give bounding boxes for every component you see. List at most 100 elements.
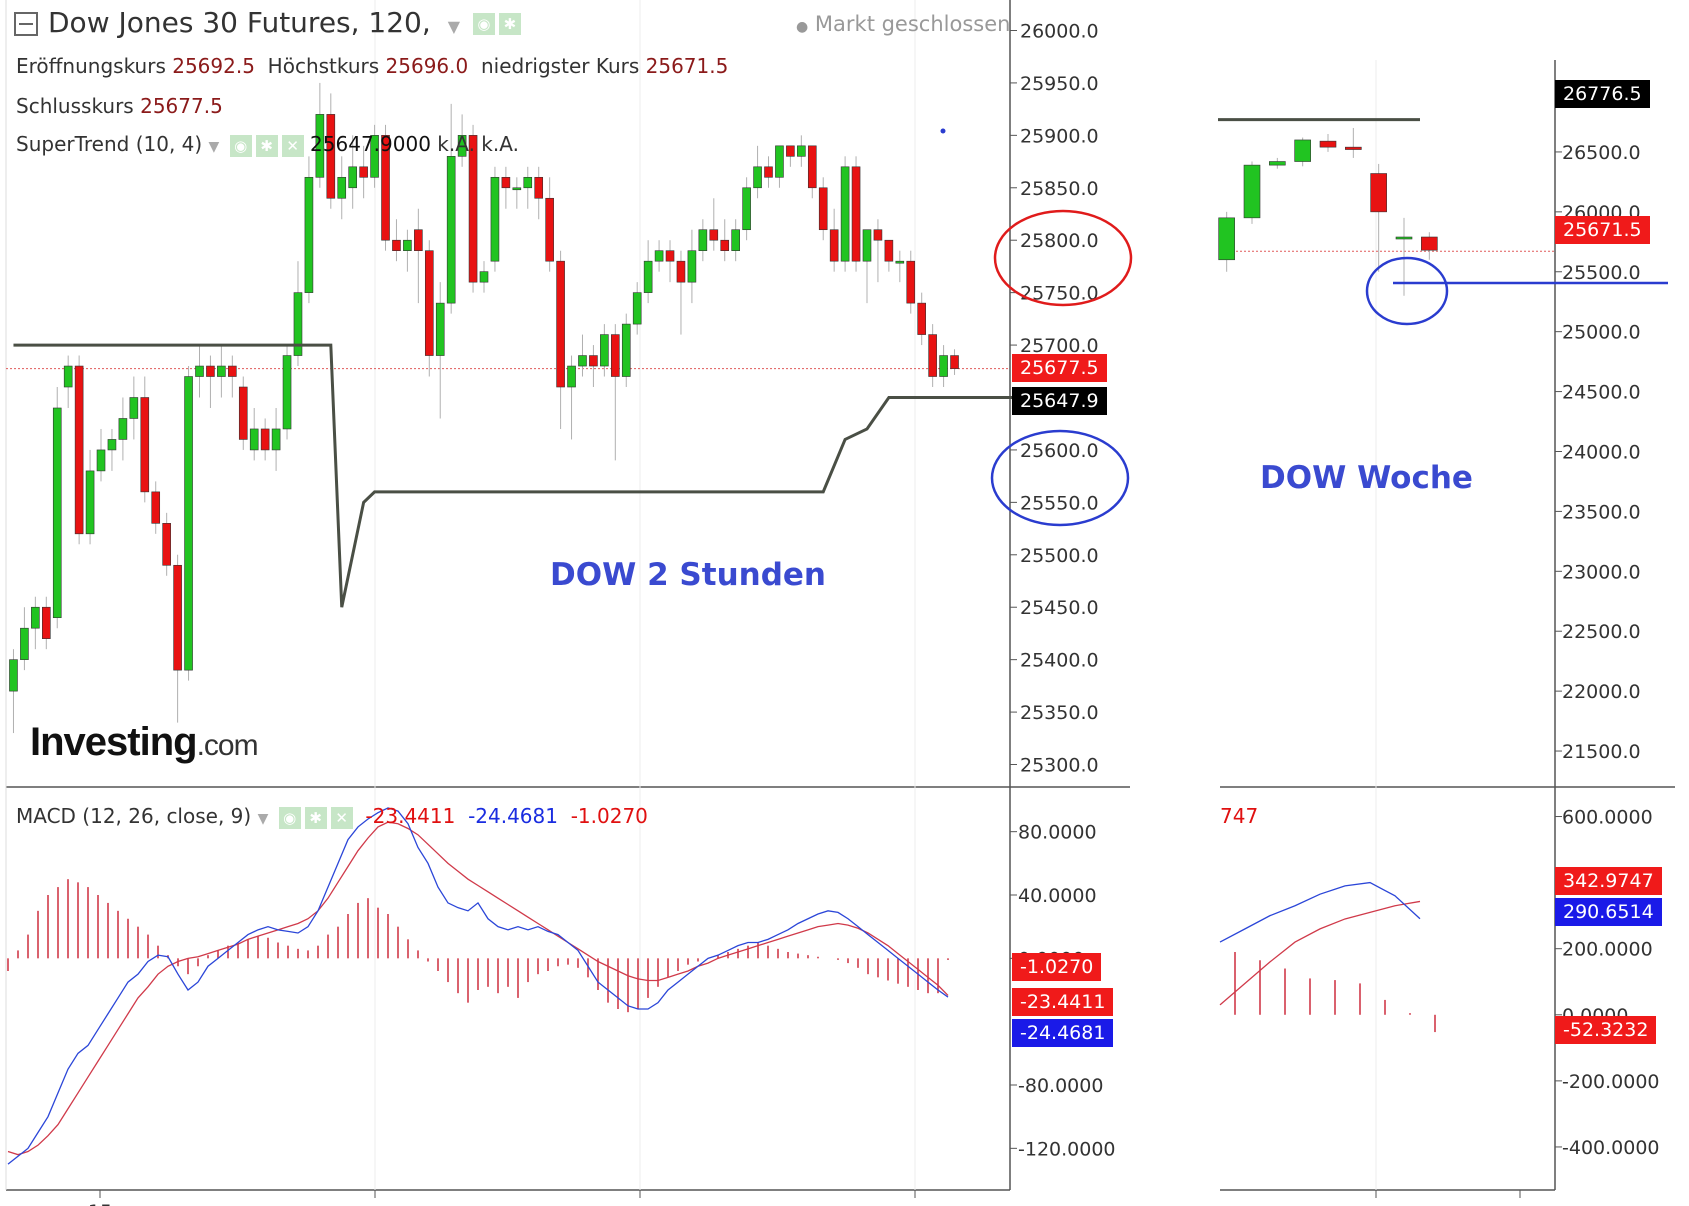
investing-logo: Investing.com (30, 720, 259, 765)
week-last-tag: 25671.5 (1555, 216, 1650, 244)
week-candle (1319, 140, 1337, 148)
gear-icon[interactable]: ✱ (498, 13, 521, 35)
main-candle (731, 229, 740, 251)
main-price-tick-label: 25900.0 (1020, 125, 1099, 147)
close-value: 25677.5 (140, 94, 223, 118)
annotation-circle-week (1365, 256, 1449, 326)
week-price-tick-label: 26500.0 (1562, 142, 1641, 164)
main-candle (217, 365, 226, 377)
main-candle (939, 355, 948, 377)
main-candle (381, 135, 390, 241)
main-price-tick-label: 25850.0 (1020, 178, 1099, 200)
market-status-text: Markt geschlossen (814, 12, 1011, 36)
main-candle (687, 250, 697, 283)
collapse-icon[interactable] (14, 12, 38, 36)
supertrend-polyline (13, 343, 1043, 608)
annotation-dow-week: DOW Woche (1260, 460, 1473, 496)
week-candle (1243, 164, 1261, 219)
main-candle (403, 239, 412, 251)
week-candles (1218, 118, 1555, 296)
na-value-1: k.A. (437, 132, 475, 156)
eye-icon[interactable]: ◉ (278, 806, 301, 829)
main-candle (611, 334, 620, 377)
main-candle (589, 355, 598, 367)
main-candle (490, 176, 500, 262)
main-candle (534, 176, 544, 199)
main-price-tick-label: 25500.0 (1020, 545, 1099, 567)
supertrend-value: 25647.9000 (310, 132, 431, 156)
main-candle (74, 365, 84, 535)
main-candles (9, 82, 959, 734)
macd-tick-label: -120.0000 (1018, 1138, 1116, 1160)
high-label: Höchstkurs (267, 54, 380, 78)
close-icon[interactable]: ✕ (330, 806, 353, 829)
chevron-down-icon[interactable]: ▼ (208, 139, 220, 155)
open-value: 25692.5 (172, 54, 255, 78)
chevron-down-icon[interactable]: ▼ (447, 17, 460, 36)
main-candle (468, 135, 478, 283)
main-candle (556, 260, 565, 388)
main-candle (928, 334, 937, 377)
macd-tick-label: 80.0000 (1018, 822, 1097, 844)
main-price-tick-label: 25550.0 (1020, 492, 1099, 514)
main-candle (140, 397, 150, 493)
supertrend-label[interactable]: SuperTrend (10, 4) (16, 132, 203, 156)
eye-icon[interactable]: ◉ (472, 13, 495, 35)
week-macd-hist-tag: -52.3232 (1555, 1016, 1657, 1044)
macd-label[interactable]: MACD (12, 26, close, 9) (16, 804, 252, 828)
week-candle (1395, 236, 1413, 240)
close-row: Schlusskurs 25677.5 (16, 94, 223, 118)
macd-value-3: -1.0270 (570, 804, 648, 828)
supertrend-legend: SuperTrend (10, 4) ▼ ◉ ✱ ✕ 25647.9000 k.A.… (16, 132, 519, 157)
main-candle (742, 187, 751, 231)
supertrend-price-tag: 25647.9 (1012, 387, 1107, 415)
main-candle (545, 197, 554, 262)
main-price-tick-label: 26000.0 (1020, 20, 1099, 42)
logo-suffix: .com (196, 729, 259, 762)
main-candle (184, 376, 193, 671)
main-candle (512, 187, 522, 191)
main-candle (348, 166, 357, 189)
main-candle (249, 428, 259, 451)
main-candle (523, 176, 533, 189)
main-candle (359, 166, 368, 178)
gear-icon[interactable]: ✱ (304, 806, 327, 829)
main-price-tick-label: 25600.0 (1020, 440, 1099, 462)
main-candle (753, 166, 762, 189)
main-candle (41, 606, 51, 639)
last-price-tag: 25677.5 (1012, 354, 1107, 382)
week-high-tag: 26776.5 (1555, 80, 1650, 108)
main-candle (873, 229, 883, 241)
main-candle (435, 302, 445, 356)
main-candle (337, 176, 347, 199)
main-candle (797, 145, 806, 157)
main-candle (786, 145, 795, 157)
main-candle (20, 627, 29, 660)
week-price-tick-label: 25000.0 (1562, 322, 1641, 344)
main-candle (950, 355, 959, 369)
week-price-tick-label: 24000.0 (1562, 441, 1641, 463)
main-candle (600, 334, 609, 367)
chevron-down-icon[interactable]: ▼ (257, 811, 269, 827)
main-candle (829, 229, 839, 262)
eye-icon[interactable]: ◉ (229, 134, 252, 157)
main-candle (282, 355, 292, 430)
main-candle (851, 166, 861, 262)
main-candle (238, 386, 248, 440)
week-macd-signal-tag: 342.9747 (1555, 867, 1662, 895)
open-label: Eröffnungskurs (16, 54, 166, 78)
close-icon[interactable]: ✕ (281, 134, 304, 157)
macd-value-1: -23.4411 (365, 804, 456, 828)
low-value: 25671.5 (645, 54, 729, 78)
week-candle (1269, 161, 1286, 166)
week-macd-signal-line (1219, 900, 1421, 1006)
week-candle (1370, 173, 1387, 213)
week-price-tick-label: 24500.0 (1562, 382, 1641, 404)
macd-plot (7, 807, 949, 1165)
main-candle (293, 292, 303, 356)
macd-tick-label: -80.0000 (1018, 1075, 1103, 1097)
close-label: Schlusskurs (16, 94, 134, 118)
macd-tick-label: 40.0000 (1018, 885, 1097, 907)
gear-icon[interactable]: ✱ (255, 134, 278, 157)
